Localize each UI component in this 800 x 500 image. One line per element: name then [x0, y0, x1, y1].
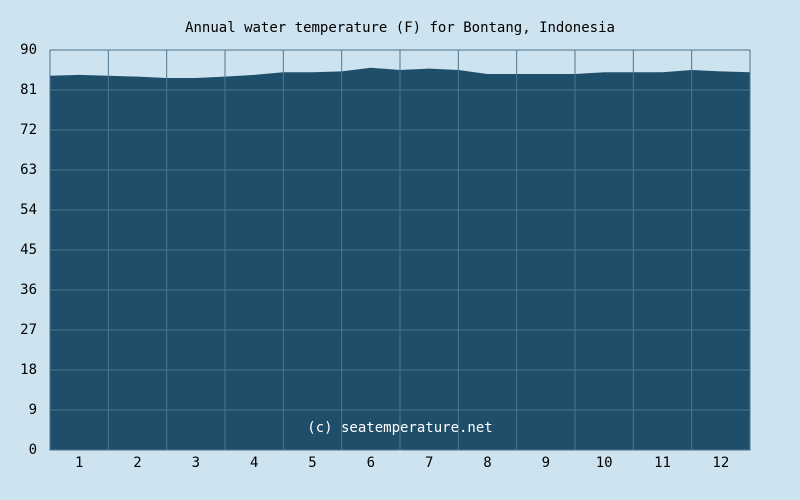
plot-border [49, 49, 751, 451]
y-tick-label: 0 [29, 442, 37, 458]
x-tick-label: 11 [654, 455, 671, 471]
x-tick-label: 4 [250, 455, 258, 471]
y-tick-label: 90 [20, 42, 37, 58]
y-tick-label: 63 [20, 162, 37, 178]
y-tick-label: 9 [29, 402, 37, 418]
y-tick-label: 27 [20, 322, 37, 338]
x-tick-label: 8 [483, 455, 491, 471]
x-tick-label: 5 [308, 455, 316, 471]
y-tick-label: 18 [20, 362, 37, 378]
chart-title: Annual water temperature (F) for Bontang… [185, 20, 615, 36]
x-tick-label: 9 [542, 455, 550, 471]
x-tick-label: 3 [192, 455, 200, 471]
x-tick-label: 2 [133, 455, 141, 471]
x-tick-label: 1 [75, 455, 83, 471]
y-tick-label: 81 [20, 82, 37, 98]
x-tick-label: 7 [425, 455, 433, 471]
x-tick-label: 6 [367, 455, 375, 471]
y-tick-label: 45 [20, 242, 37, 258]
watermark: (c) seatemperature.net [307, 420, 492, 436]
y-tick-label: 54 [20, 202, 37, 218]
y-tick-label: 36 [20, 282, 37, 298]
overlay [49, 49, 751, 451]
y-tick-label: 72 [20, 122, 37, 138]
x-tick-label: 10 [596, 455, 613, 471]
x-tick-label: 12 [712, 455, 729, 471]
